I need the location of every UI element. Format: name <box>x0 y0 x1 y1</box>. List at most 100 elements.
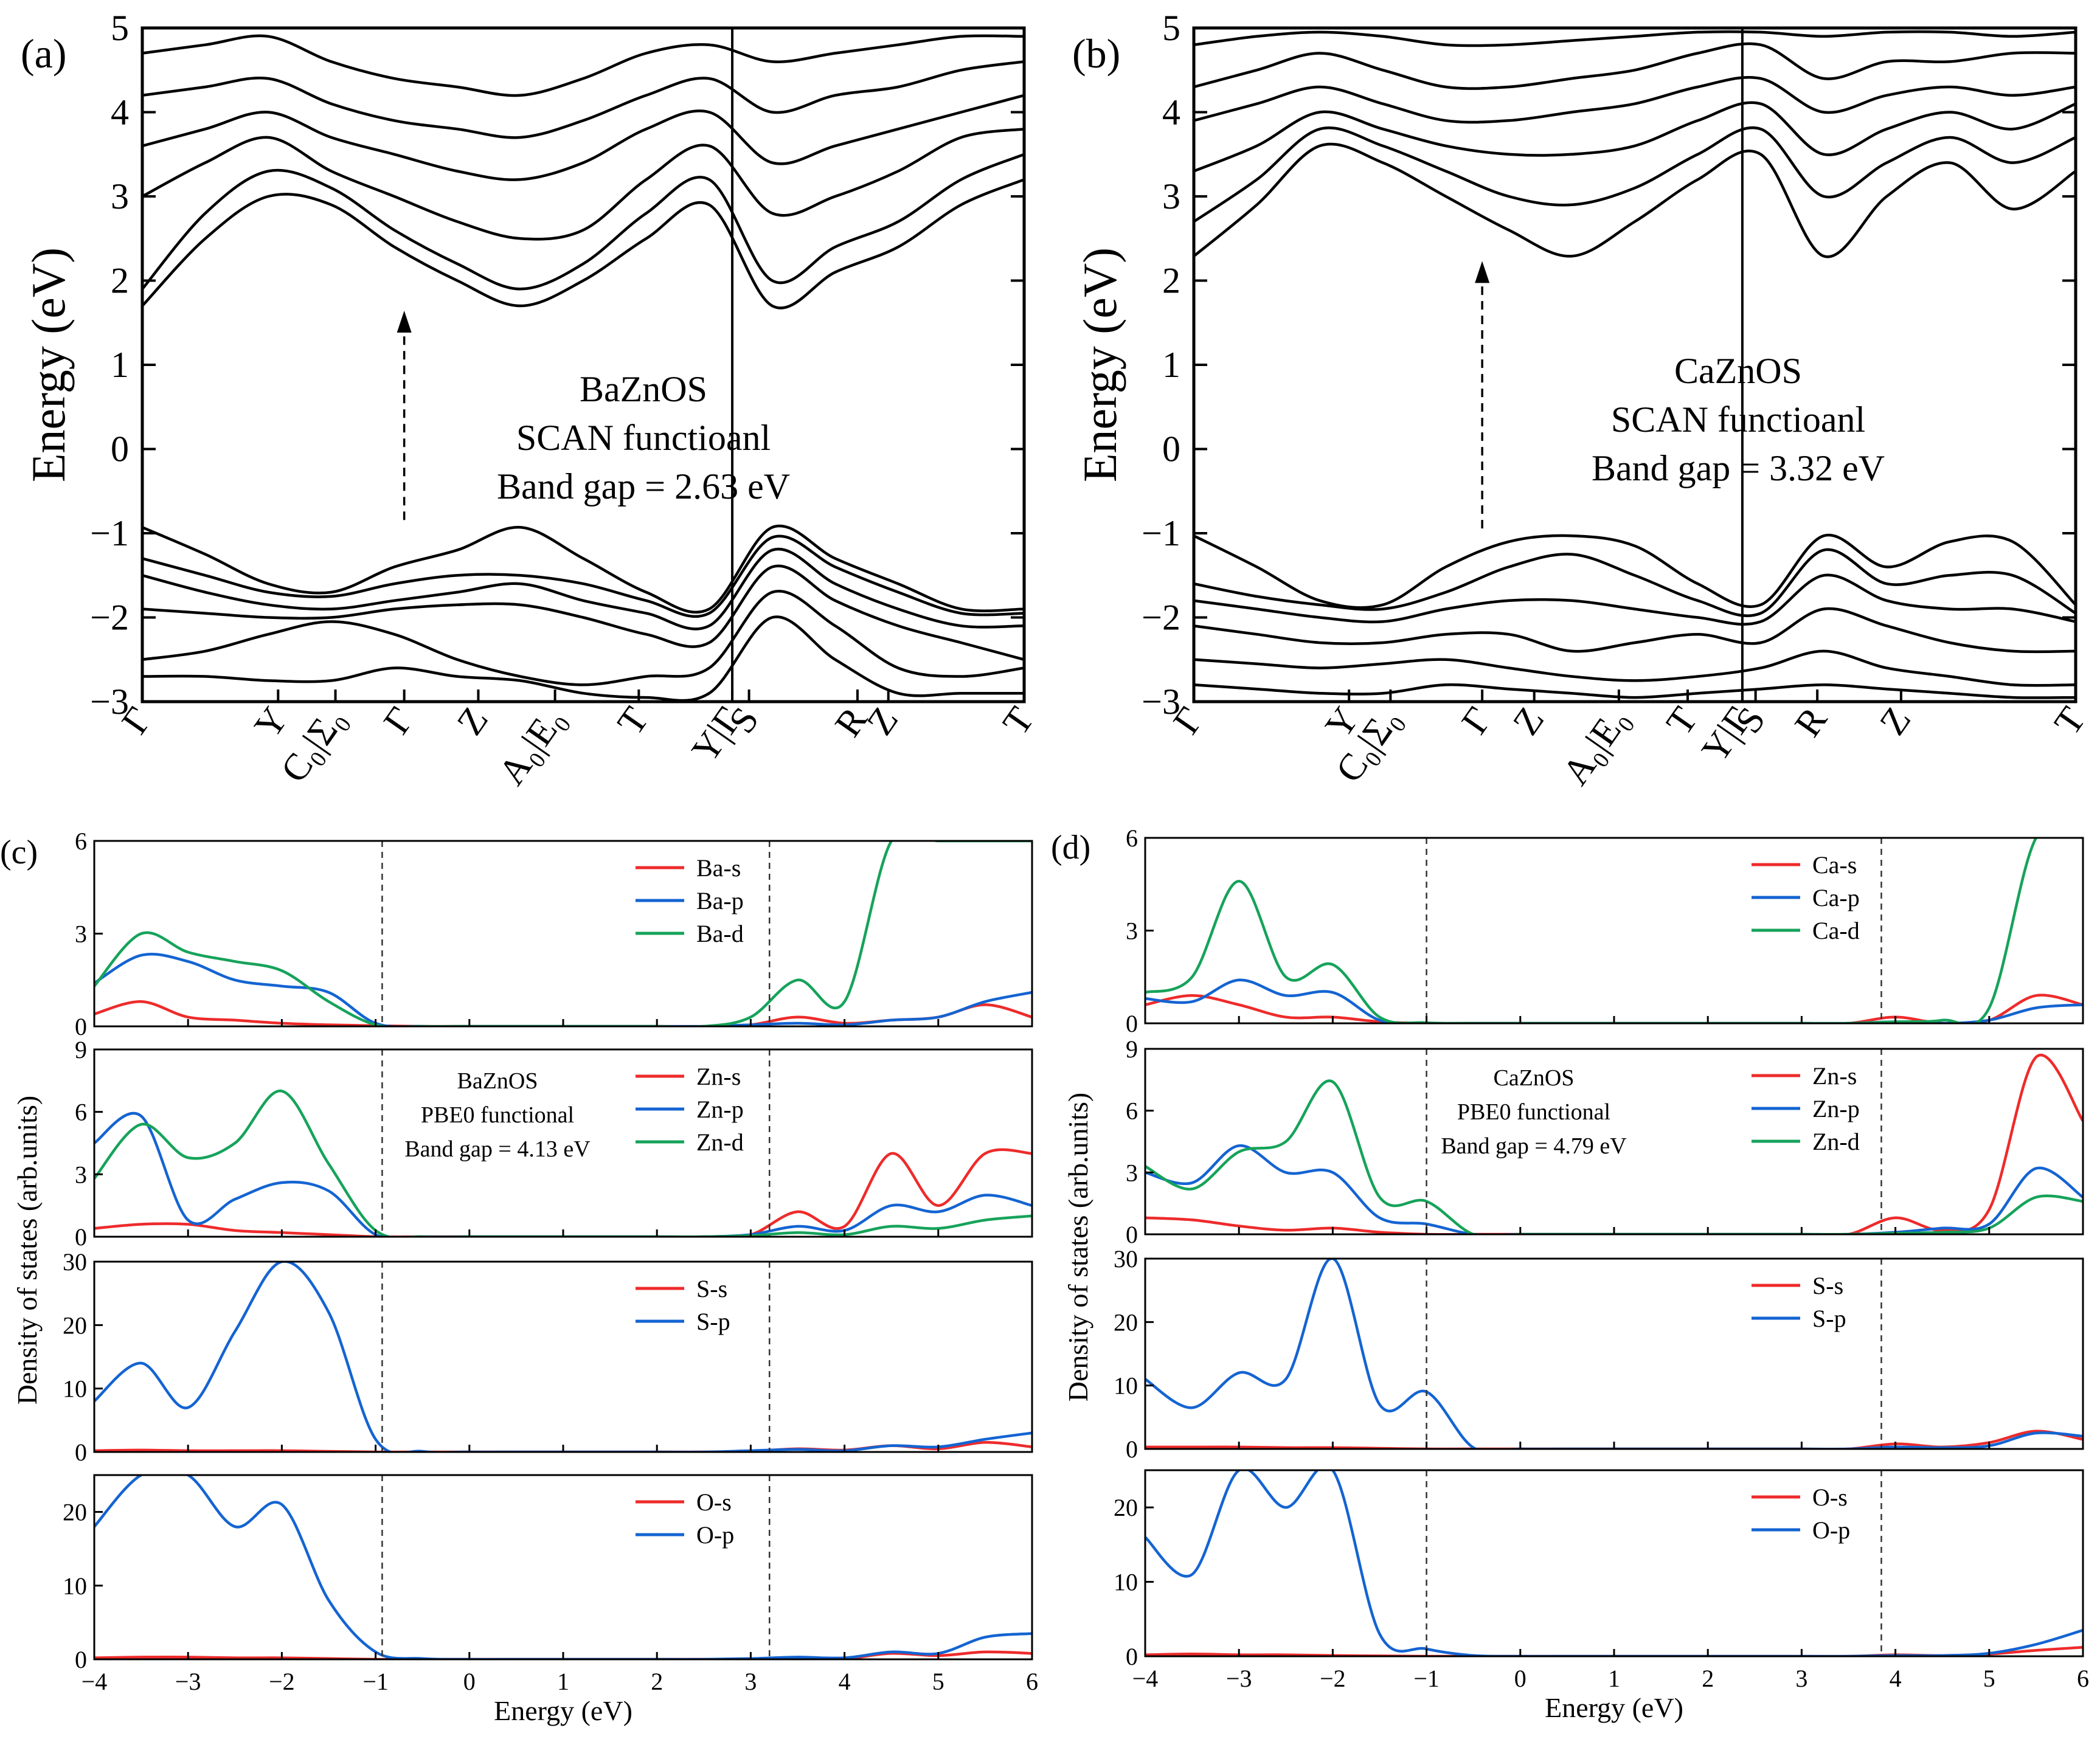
y-axis-label: Energy (eV) <box>22 247 75 482</box>
y-tick-label: 0 <box>75 1646 87 1673</box>
annotation-gap: Band gap = 4.13 eV <box>404 1136 591 1162</box>
band-VB5 <box>142 590 1024 686</box>
y-tick-label: 9 <box>75 1036 87 1063</box>
dos-subplot: 0 3 6 Ba-s Ba-p Ba-d <box>75 828 1033 1040</box>
bands <box>142 34 1024 702</box>
y-tick-label: 6 <box>75 1099 87 1126</box>
y-tick-label: 30 <box>63 1248 87 1276</box>
legend-label: S-s <box>696 1275 727 1302</box>
annotation-material: CaZnOS <box>1674 351 1802 391</box>
dos-line-Ba-d <box>94 841 1032 1026</box>
y-tick-label: 6 <box>1126 824 1138 852</box>
dos-curves <box>94 841 1032 1026</box>
annotation-method: SCAN functioanl <box>516 418 771 458</box>
dos-subplot: 0 10 20 O-s O-p <box>63 1474 1033 1673</box>
dos-subplot: 0 3 6 9 Zn-s Zn-p Zn-d <box>75 1036 1033 1251</box>
x-tick-label: 2 <box>1702 1665 1714 1692</box>
x-tick-label: 0 <box>1514 1665 1526 1692</box>
y-axis-label: Energy (eV) <box>1073 247 1126 482</box>
y-tick-label: 0 <box>75 1013 87 1040</box>
band-VB5 <box>1194 649 2076 687</box>
panel-label: (b) <box>1072 30 1120 77</box>
legend-label: Ca-d <box>1812 917 1860 944</box>
y-tick-label: 5 <box>111 8 129 48</box>
y-tick-label: 20 <box>63 1499 87 1526</box>
dos-subplot: 0 10 20 30 S-s S-p <box>1114 1245 2084 1463</box>
y-tick-label: 2 <box>111 261 129 301</box>
legend-label: O-p <box>1812 1516 1850 1544</box>
y-tick-label: 20 <box>1114 1308 1138 1336</box>
y-tick-label: 2 <box>1162 261 1180 301</box>
y-tick-label: 0 <box>75 1223 87 1251</box>
band-CB6 <box>1194 30 2076 47</box>
y-tick-label: 4 <box>111 92 129 133</box>
dos-subplot: 0 3 6 9 Zn-s Zn-p Zn-d <box>1126 1035 2084 1248</box>
legend-label: Zn-p <box>1812 1095 1860 1122</box>
dos-line-Zn-p <box>1145 1144 2083 1234</box>
y-tick-label: 0 <box>111 429 129 469</box>
legend-label: O-p <box>696 1521 734 1549</box>
legend-label: Zn-d <box>1812 1128 1860 1155</box>
dos-curves <box>94 1475 1032 1659</box>
x-tick-label: −3 <box>175 1668 201 1695</box>
band-VB3 <box>142 547 1024 631</box>
y-tick-label: 30 <box>1114 1245 1138 1273</box>
band-VB1 <box>142 524 1024 614</box>
y-tick-label: 0 <box>1126 1221 1138 1248</box>
band-VB4 <box>1194 607 2076 654</box>
legend-label: Ba-p <box>696 887 744 914</box>
y-tick-label: 5 <box>1162 8 1180 48</box>
dos-curves <box>1145 1259 2083 1449</box>
x-tick-label: −4 <box>1132 1665 1159 1692</box>
legend-label: Zn-d <box>696 1128 744 1156</box>
y-tick-label: 3 <box>1126 918 1138 945</box>
annotation-gap: Band gap = 3.32 eV <box>1592 448 1885 488</box>
y-tick-label: 1 <box>1162 345 1180 385</box>
x-tick-label: 6 <box>1026 1668 1038 1695</box>
y-tick-label: 6 <box>1126 1097 1138 1125</box>
dos-subplot: 0 10 20 30 S-s S-p <box>63 1248 1033 1466</box>
dos-line-Zn-d <box>94 1090 1032 1237</box>
y-tick-label: 10 <box>1114 1569 1138 1596</box>
x-tick-label: 0 <box>463 1668 476 1695</box>
y-tick-label: 0 <box>1162 429 1180 469</box>
annotation-gap: Band gap = 4.79 eV <box>1441 1133 1627 1159</box>
y-tick-label: 0 <box>1126 1010 1138 1037</box>
band-CB2 <box>142 153 1024 291</box>
y-tick-label: 9 <box>1126 1035 1138 1063</box>
x-tick-label: −1 <box>362 1668 389 1695</box>
band-CB3 <box>1194 101 2076 173</box>
band-VB6 <box>142 615 1024 702</box>
dos-curves <box>1145 1054 2083 1234</box>
legend-label: Zn-s <box>1812 1062 1857 1090</box>
dos-line-Zn-s <box>1145 1054 2083 1234</box>
band-VB2 <box>142 534 1024 618</box>
legend-label: S-s <box>1812 1272 1843 1299</box>
band-VB2 <box>1194 548 2076 617</box>
dos-panel-c: (c)036Ba-sBa-pBa-d0369Zn-sZn-pZn-d010203… <box>0 828 1038 1726</box>
x-axis-label: Energy (eV) <box>494 1695 632 1726</box>
band-CB1 <box>1194 142 2076 258</box>
panel-label: (c) <box>0 834 38 871</box>
band-CB6 <box>142 34 1024 97</box>
y-tick-label: 3 <box>75 1161 87 1188</box>
dos-line-Zn-s <box>94 1148 1032 1237</box>
dos-line-S-p <box>1145 1259 2083 1449</box>
band-CB5 <box>1194 42 2076 90</box>
x-tick-label: 6 <box>2077 1665 2089 1692</box>
y-tick-label: 3 <box>111 176 129 216</box>
annotation-gap: Band gap = 2.63 eV <box>497 466 790 506</box>
panel-label: (a) <box>21 30 66 77</box>
band-VB3 <box>1194 573 2076 626</box>
dos-curves <box>94 1090 1032 1237</box>
y-tick-label: −1 <box>1142 513 1180 553</box>
band-CB5 <box>142 60 1024 139</box>
y-axis-label: Density of states (arb.units) <box>12 1096 43 1405</box>
y-tick-label: 6 <box>75 828 87 855</box>
x-tick-label: 3 <box>1795 1665 1807 1692</box>
y-tick-label: 0 <box>1126 1643 1138 1670</box>
legend-label: O-s <box>1812 1484 1848 1511</box>
band-CB2 <box>1194 126 2076 223</box>
annotation-method: PBE0 functional <box>421 1102 574 1128</box>
